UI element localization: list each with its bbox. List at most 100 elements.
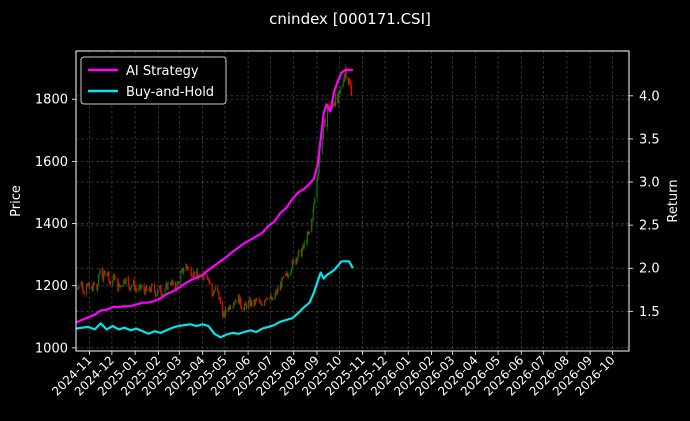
- candle-body: [170, 284, 172, 285]
- candle-body: [196, 271, 198, 276]
- candle-body: [177, 281, 180, 285]
- y-axis-label: Price: [9, 185, 24, 217]
- candle-body: [130, 287, 132, 291]
- candle-body: [139, 284, 141, 288]
- candle-body: [140, 286, 142, 289]
- candle-body: [269, 295, 272, 298]
- candle-body: [193, 271, 195, 277]
- candle-body: [254, 299, 257, 305]
- candle-body: [76, 288, 79, 290]
- candle-body: [240, 297, 242, 307]
- candle-body: [234, 301, 236, 303]
- candle-body: [78, 286, 80, 289]
- candle-body: [88, 283, 91, 290]
- candle-body: [265, 298, 267, 301]
- candle-body: [238, 294, 240, 305]
- candle-body: [130, 285, 132, 288]
- candle-body: [206, 274, 208, 279]
- candle-body: [148, 286, 150, 292]
- candle-body: [201, 277, 204, 280]
- candle-body: [292, 259, 294, 261]
- candle-body: [103, 271, 106, 273]
- candle-body: [133, 280, 135, 286]
- candle-body: [348, 81, 350, 85]
- candle-body: [150, 284, 153, 292]
- candle-body: [305, 242, 308, 244]
- candle-body: [150, 291, 152, 292]
- candle-body: [103, 271, 105, 281]
- candle-body: [316, 179, 318, 199]
- candle-body: [87, 283, 89, 287]
- candle-body: [144, 286, 147, 295]
- candle-body: [270, 295, 272, 301]
- candle-body: [224, 311, 226, 316]
- candle-body: [280, 283, 282, 288]
- candle-body: [192, 276, 194, 278]
- candle-body: [281, 278, 283, 288]
- candle-body: [186, 264, 188, 267]
- candle-body: [326, 107, 329, 128]
- candle-body: [296, 256, 299, 262]
- plot-frame: [75, 50, 630, 352]
- candle-body: [127, 277, 129, 284]
- candle-body: [269, 297, 271, 300]
- candle-body: [182, 268, 184, 273]
- candle-body: [287, 275, 289, 278]
- candle-body: [83, 292, 85, 295]
- candle-body: [350, 83, 352, 86]
- candle-body: [321, 144, 323, 154]
- y-tick-label: 1200: [35, 279, 68, 294]
- candle-body: [258, 299, 260, 302]
- candle-body: [156, 289, 159, 295]
- candle-body: [188, 267, 190, 269]
- candle-body: [307, 233, 309, 235]
- candle-body: [112, 279, 114, 285]
- candle-body: [240, 306, 242, 309]
- candle-body: [319, 153, 321, 163]
- candle-body: [249, 298, 251, 306]
- candle-body: [219, 297, 222, 304]
- candle-body: [176, 282, 178, 291]
- candle-body: [350, 85, 352, 96]
- candle-body: [207, 278, 209, 280]
- candle-body: [153, 284, 156, 292]
- candle-body: [203, 272, 205, 279]
- candle-body: [235, 300, 237, 303]
- candle-body: [85, 284, 88, 295]
- candle-body: [159, 285, 161, 290]
- candle-body: [300, 249, 302, 257]
- candle-body: [308, 231, 311, 233]
- candle-body: [123, 279, 125, 285]
- candle-body: [208, 278, 210, 282]
- candle-body: [202, 278, 204, 280]
- candle-body: [135, 287, 137, 290]
- legend-label-buy-and-hold: Buy-and-Hold: [126, 85, 214, 100]
- candle-body: [245, 302, 247, 305]
- candle-body: [125, 277, 127, 283]
- candle-body: [286, 272, 288, 276]
- y2-axis-label: Return: [666, 179, 681, 222]
- chart-title: cnindex [000171.CSI]: [269, 10, 431, 28]
- y2-tick-label: 3.0: [639, 176, 660, 191]
- candle-body: [244, 302, 246, 307]
- candle-body: [344, 73, 346, 82]
- candle-body: [345, 67, 347, 79]
- candle-body: [164, 290, 166, 294]
- candle-body: [122, 284, 124, 288]
- candle-body: [209, 281, 211, 284]
- candle-body: [213, 290, 216, 293]
- candle-body: [290, 269, 293, 272]
- candle-body: [117, 277, 119, 291]
- candle-body: [323, 119, 326, 125]
- candle-body: [118, 283, 120, 291]
- candle-body: [243, 308, 245, 311]
- candle-body: [339, 90, 341, 92]
- y2-tick-label: 4.0: [639, 89, 660, 104]
- candle-body: [145, 286, 147, 290]
- candle-body: [108, 271, 110, 282]
- candle-body: [335, 94, 337, 107]
- candle-body: [237, 294, 239, 303]
- candle-body: [141, 285, 143, 287]
- candle-body: [124, 282, 126, 284]
